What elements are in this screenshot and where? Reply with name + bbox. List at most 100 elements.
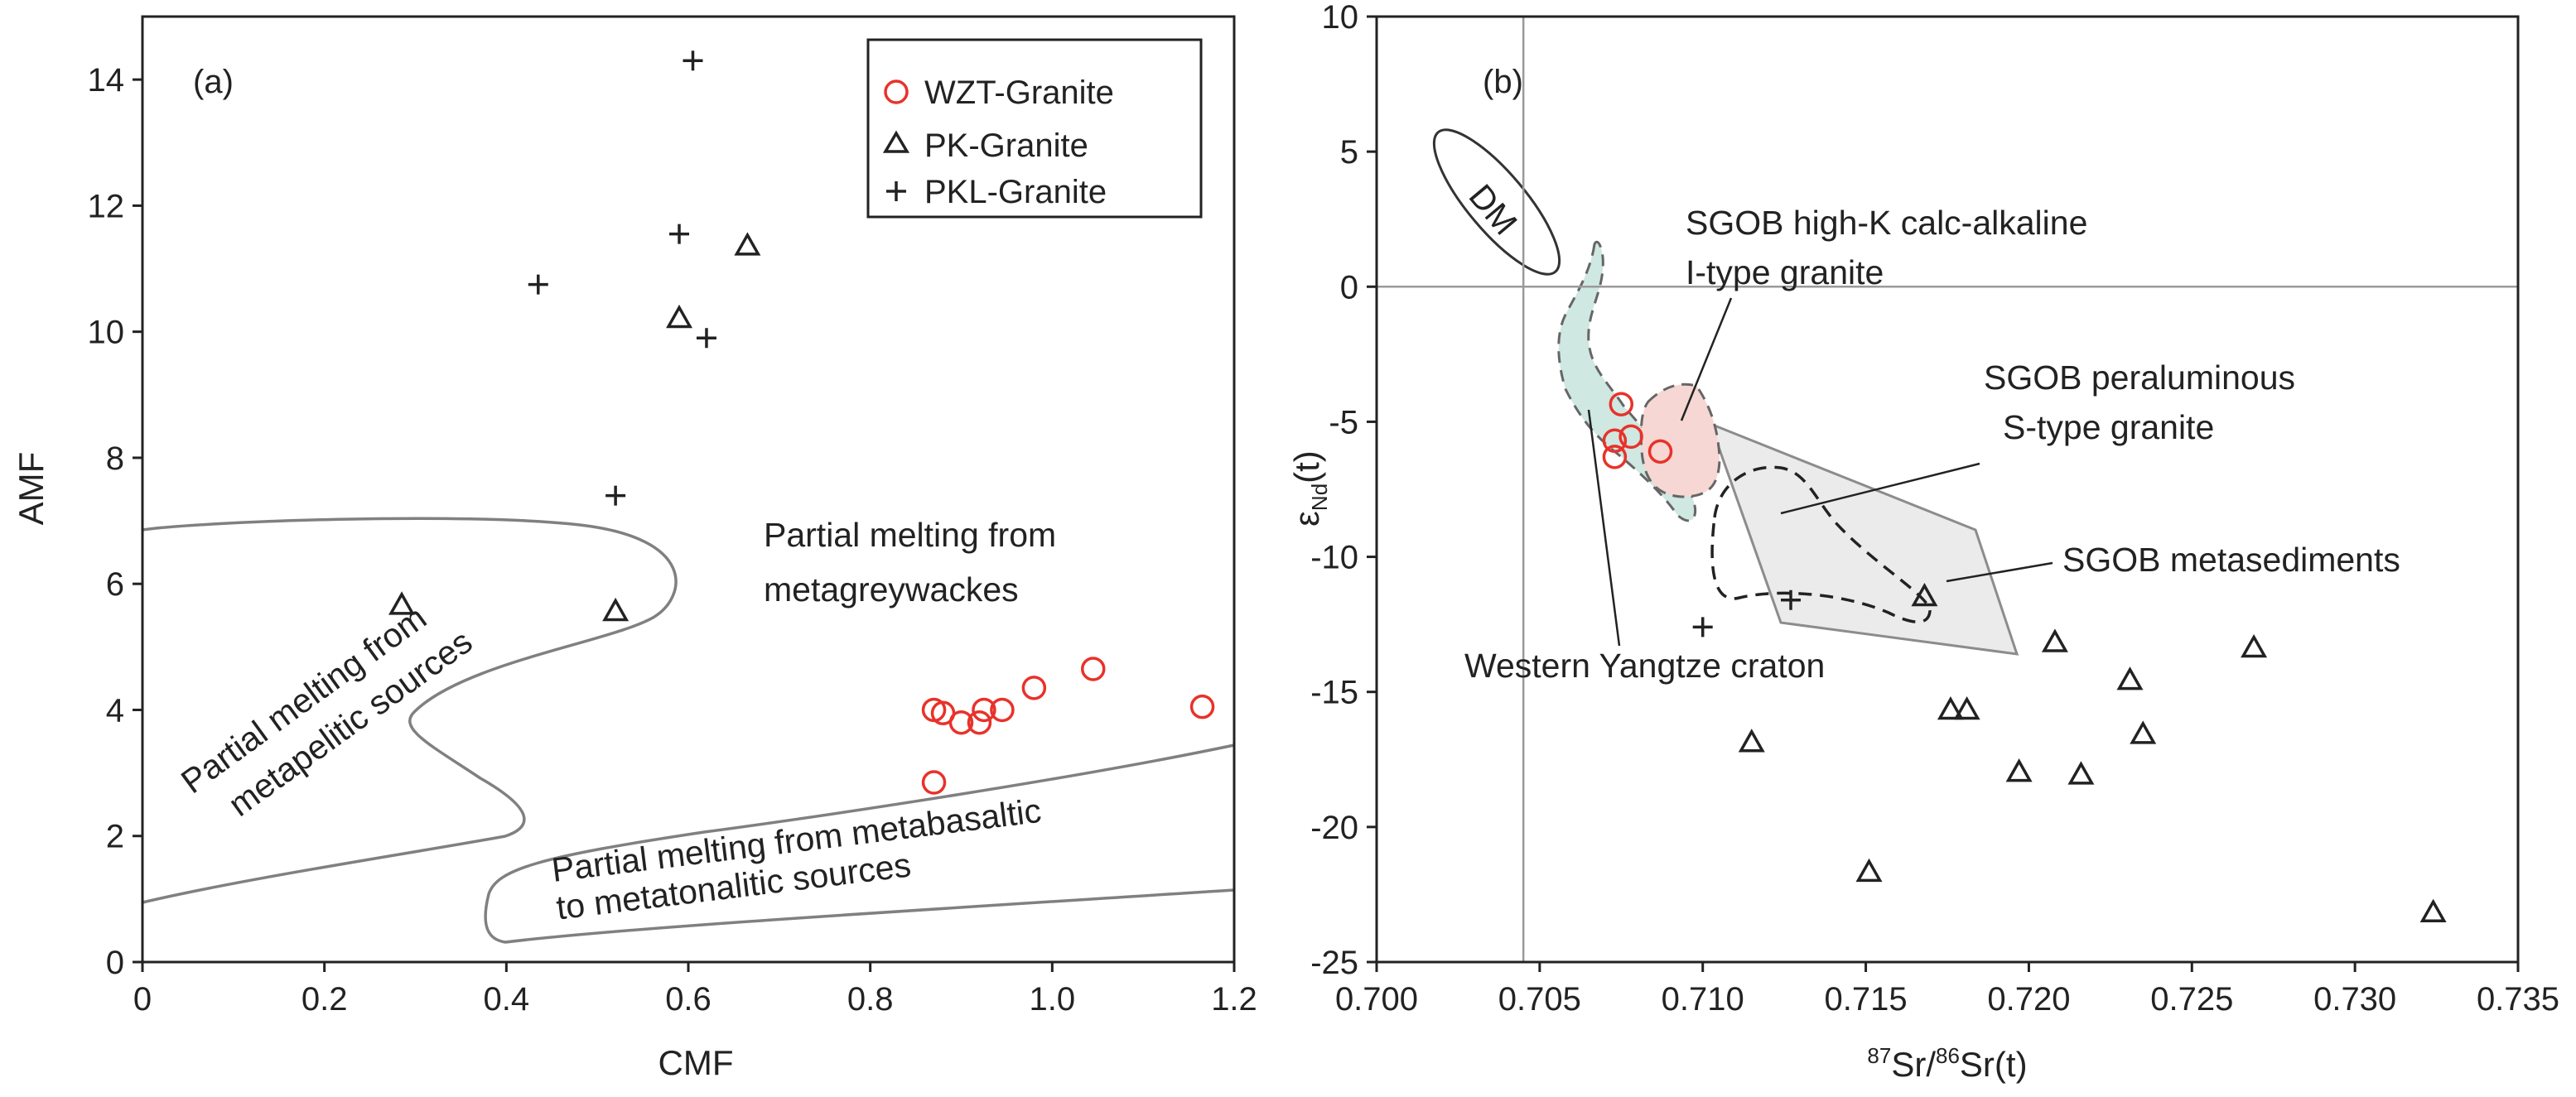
legend-pkl-label: PKL-Granite xyxy=(924,174,1107,210)
legend-pk-label: PK-Granite xyxy=(924,128,1088,164)
panel-b-x-axis: 0.700 0.705 0.710 0.715 0.720 0.725 0.730 0.735 xyxy=(1335,962,2559,1018)
pk-granite-point xyxy=(2130,720,2157,744)
legend-pkl-marker xyxy=(886,181,906,201)
wzt-granite-point xyxy=(1609,392,1634,416)
y-tick-label: -25 xyxy=(1310,945,1358,981)
sgob-s-type-field xyxy=(1710,465,1932,623)
wzt-granite-point xyxy=(1602,445,1628,469)
panel-b-x-axis-label: 87Sr/86Sr(t) xyxy=(1867,1043,2027,1084)
y-tick-label: -20 xyxy=(1310,810,1358,846)
pkl-granite-point xyxy=(528,274,548,295)
pk-granite-point xyxy=(2241,633,2268,658)
wzt-granite-point xyxy=(921,770,947,795)
pkl-granite-point xyxy=(669,224,690,244)
y-tick-label: 4 xyxy=(106,692,124,729)
panel-a-y-axis-label: AMF xyxy=(12,452,51,526)
y-tick-label: 0 xyxy=(106,945,124,981)
y-tick-label: 10 xyxy=(1322,0,1359,36)
pk-granite-point xyxy=(388,591,416,615)
pkl-granite-point xyxy=(696,328,716,349)
y-tick-label: -10 xyxy=(1310,540,1358,576)
wzt-granite-point xyxy=(990,697,1015,723)
x-tick-label: 0.6 xyxy=(665,981,712,1018)
pk-granite-point xyxy=(1855,858,1883,883)
wzt-granite-point xyxy=(1602,428,1628,454)
panel-a-fields xyxy=(142,517,1235,944)
pkl-granite-point xyxy=(605,485,626,506)
pk-granite-point xyxy=(2005,758,2033,782)
pk-granite-point xyxy=(1911,582,1938,607)
y-tick-label: 8 xyxy=(106,440,124,477)
pkl-granite-point xyxy=(1692,617,1713,638)
y-tick-label: 5 xyxy=(1340,134,1358,171)
metapelitic-field-label: Partial melting from metapelitic sources xyxy=(174,585,479,838)
panel-a-label: (a) xyxy=(193,64,234,100)
x-tick-label: 1.0 xyxy=(1030,981,1076,1018)
x-tick-label: 0.715 xyxy=(1825,981,1908,1018)
panel-a-legend: WZT-Granite PK-Granite PKL-Granite xyxy=(866,38,1203,219)
sgob-metasediments-label: SGOB metasediments xyxy=(2062,541,2400,579)
wzt-granite-point xyxy=(972,697,996,723)
y-tick-label: 6 xyxy=(106,566,124,603)
x-tick-label: 0.700 xyxy=(1335,981,1418,1018)
x-tick-label: 0.710 xyxy=(1662,981,1744,1018)
y-tick-label: -15 xyxy=(1310,675,1358,711)
panel-b-label: (b) xyxy=(1483,64,1523,100)
pk-granite-point xyxy=(666,304,693,329)
pk-granite-point xyxy=(602,597,630,622)
pk-granite-point xyxy=(1937,695,1964,720)
panel-b-points xyxy=(1602,392,2447,923)
metapelitic-field-boundary xyxy=(142,517,678,904)
legend-wzt-label: WZT-Granite xyxy=(924,75,1114,111)
annotation-leaders xyxy=(1587,297,2053,647)
pkl-granite-point xyxy=(1781,589,1802,610)
legend-box xyxy=(866,38,1203,219)
x-tick-label: 0.720 xyxy=(1987,981,2070,1018)
sgob-metasediments-field xyxy=(1708,421,2019,656)
pk-granite-point xyxy=(1953,695,1980,720)
y-tick-label: 2 xyxy=(106,819,124,855)
x-tick-label: 0.735 xyxy=(2477,981,2559,1018)
pkl-granite-point xyxy=(683,51,703,71)
panel-a-points xyxy=(388,51,1215,795)
dm-field xyxy=(1432,128,1561,276)
metabasaltic-field-boundary xyxy=(484,743,1235,944)
y-tick-label: 12 xyxy=(88,188,125,224)
wzt-granite-point xyxy=(1081,657,1106,681)
wzt-granite-point xyxy=(1189,694,1215,719)
x-tick-label: 0.8 xyxy=(847,981,894,1018)
y-tick-label: 14 xyxy=(88,62,125,99)
pk-granite-point xyxy=(2041,628,2068,652)
dm-field-label: DM xyxy=(1462,177,1525,242)
sgob-high-k-i-type-field xyxy=(1639,383,1721,498)
sgob-high-k-i-type-label: SGOB high-K calc-alkaline I-type granite xyxy=(1686,204,2097,291)
x-tick-label: 0.725 xyxy=(2150,981,2233,1018)
y-tick-label: 0 xyxy=(1340,269,1358,306)
western-yangtze-craton-label: Western Yangtze craton xyxy=(1464,647,1825,685)
wzt-granite-point xyxy=(1647,439,1673,464)
wzt-granite-point xyxy=(948,710,974,735)
wzt-granite-point xyxy=(1618,424,1643,450)
panel-b: 0.700 0.705 0.710 0.715 0.720 0.725 0.730 0.735… xyxy=(1287,0,2559,1084)
pk-granite-point xyxy=(1738,729,1765,753)
wzt-granite-point xyxy=(1021,676,1047,700)
x-tick-label: 0 xyxy=(133,981,152,1018)
legend-wzt-marker xyxy=(884,79,909,104)
x-tick-label: 1.2 xyxy=(1211,981,1257,1018)
panel-b-y-axis: 10 5 0 -5 -10 -15 -20 -25 xyxy=(1310,0,1377,981)
sgob-peraluminous-s-type-label: SGOB peraluminous S-type granite xyxy=(1984,358,2304,446)
western-yangtze-leader xyxy=(1587,409,1621,647)
pk-granite-point xyxy=(2067,761,2095,785)
panel-a-x-axis-label: CMF xyxy=(658,1043,734,1082)
metasediments-leader xyxy=(1946,561,2053,583)
pk-granite-point xyxy=(2419,898,2447,923)
y-tick-label: 10 xyxy=(88,315,125,351)
pk-granite-point xyxy=(2116,666,2144,690)
pk-granite-point xyxy=(734,232,761,256)
x-tick-label: 0.730 xyxy=(2313,981,2396,1018)
panel-b-y-axis-label: εNd(t) xyxy=(1287,450,1332,527)
s-type-leader xyxy=(1780,462,1980,515)
x-tick-label: 0.705 xyxy=(1498,981,1581,1018)
